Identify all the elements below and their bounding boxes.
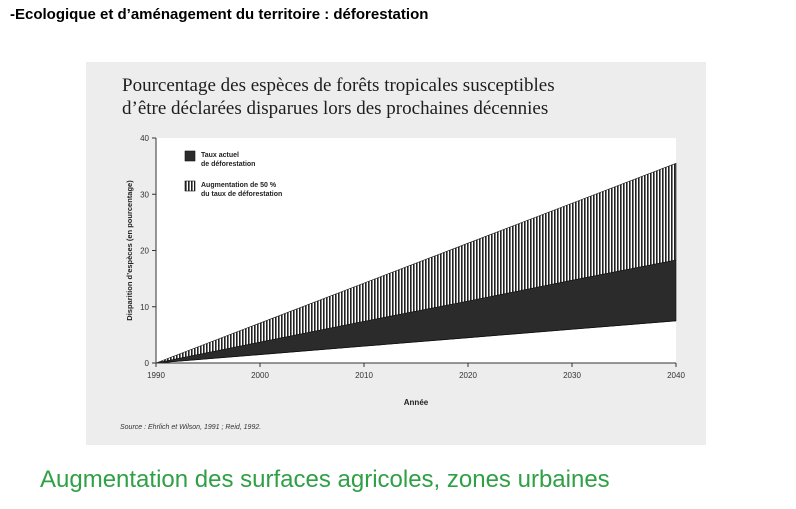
y-axis-label: Disparition d’espèces (en pourcentage) [125, 180, 134, 321]
section-heading: -Ecologique et d’aménagement du territoi… [10, 6, 429, 23]
slide-caption: Augmentation des surfaces agricoles, zon… [40, 466, 610, 493]
legend-swatch-2 [184, 180, 196, 192]
y-tick-label: 20 [140, 247, 149, 256]
x-tick-label: 2020 [459, 371, 477, 380]
y-tick-label: 10 [140, 303, 149, 312]
x-tick-label: 2040 [667, 371, 685, 380]
x-tick-label: 2000 [251, 371, 269, 380]
legend-label-1-line-2: de déforestation [201, 161, 255, 168]
chart-source: Source : Ehrlich et Wilson, 1991 ; Reid,… [120, 424, 262, 431]
series-1-lower-line [155, 320, 677, 364]
y-tick-label: 40 [140, 134, 149, 143]
x-axis-label: Année [404, 398, 429, 407]
chart-title-block: Pourcentage des espèces de forêts tropic… [122, 74, 682, 120]
y-tick-label: 30 [140, 190, 149, 199]
legend-label-1-line-1: Taux actuel [201, 152, 239, 159]
legend-label-2-line-2: du taux de déforestation [201, 191, 282, 198]
legend-label-2-line-1: Augmentation de 50 % [201, 182, 277, 189]
chart-figure: Pourcentage des espèces de forêts tropic… [86, 62, 706, 445]
chart-title: Pourcentage des espèces de forêts tropic… [122, 75, 555, 96]
x-tick-label: 2010 [355, 371, 373, 380]
x-tick-label: 2030 [563, 371, 581, 380]
y-tick-label: 0 [145, 359, 150, 368]
legend-swatch-1 [184, 150, 196, 162]
chart-subtitle: d’être déclarées disparues lors des proc… [122, 98, 549, 119]
x-tick-label: 1990 [147, 371, 165, 380]
